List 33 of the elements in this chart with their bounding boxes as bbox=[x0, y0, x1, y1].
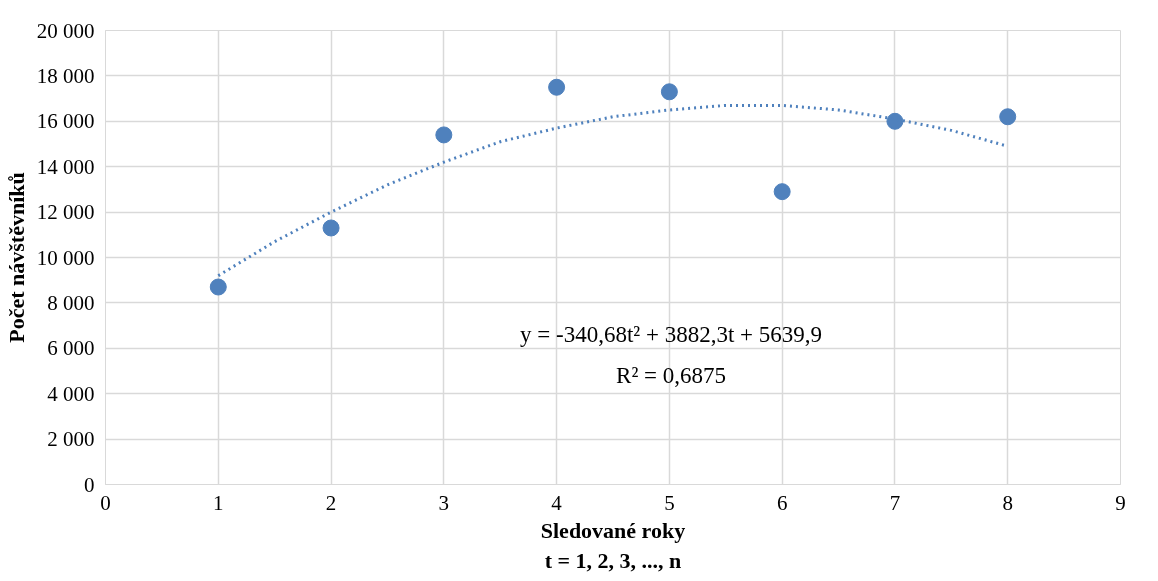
x-tick-label: 4 bbox=[551, 490, 563, 515]
point bbox=[548, 78, 566, 96]
y-tick-label: 4 000 bbox=[47, 381, 95, 406]
x-tick-label: 7 bbox=[889, 490, 901, 515]
x-tick-label: 0 bbox=[100, 490, 111, 515]
point bbox=[999, 108, 1017, 126]
point bbox=[322, 219, 340, 237]
y-tick-label: 16 000 bbox=[36, 109, 95, 134]
y-axis-title: Počet návštěvníků bbox=[3, 172, 29, 343]
y-tick-label: 8 000 bbox=[47, 290, 95, 315]
x-tick-label: 3 bbox=[438, 490, 450, 515]
x-tick-label: 6 bbox=[776, 490, 788, 515]
x-tick-label: 9 bbox=[1115, 490, 1126, 515]
y-tick-label: 2 000 bbox=[47, 427, 95, 452]
annotation: R² = 0,6875 bbox=[616, 363, 727, 389]
point bbox=[660, 83, 678, 101]
x-tick-label: 5 bbox=[664, 490, 675, 515]
y-tick-label: 10 000 bbox=[36, 245, 95, 270]
point bbox=[435, 126, 453, 144]
y-tick-label: 12 000 bbox=[36, 200, 95, 225]
y-tick-label: 0 bbox=[84, 472, 95, 497]
point bbox=[209, 278, 227, 296]
point bbox=[886, 112, 904, 130]
x-tick-label: 8 bbox=[1002, 490, 1013, 515]
annotation: y = -340,68t² + 3882,3t + 5639,9 bbox=[520, 322, 823, 348]
y-tick-label: 14 000 bbox=[36, 154, 95, 179]
x-tick-label: 1 bbox=[213, 490, 224, 515]
y-tick-label: 18 000 bbox=[36, 63, 95, 88]
point bbox=[773, 183, 791, 201]
y-tick-label: 6 000 bbox=[47, 336, 95, 361]
x-tick-label: 2 bbox=[325, 490, 337, 515]
x-axis-title: Sledované roky t = 1, 2, 3, ..., n bbox=[540, 517, 686, 573]
y-tick-label: 20 000 bbox=[36, 18, 95, 43]
